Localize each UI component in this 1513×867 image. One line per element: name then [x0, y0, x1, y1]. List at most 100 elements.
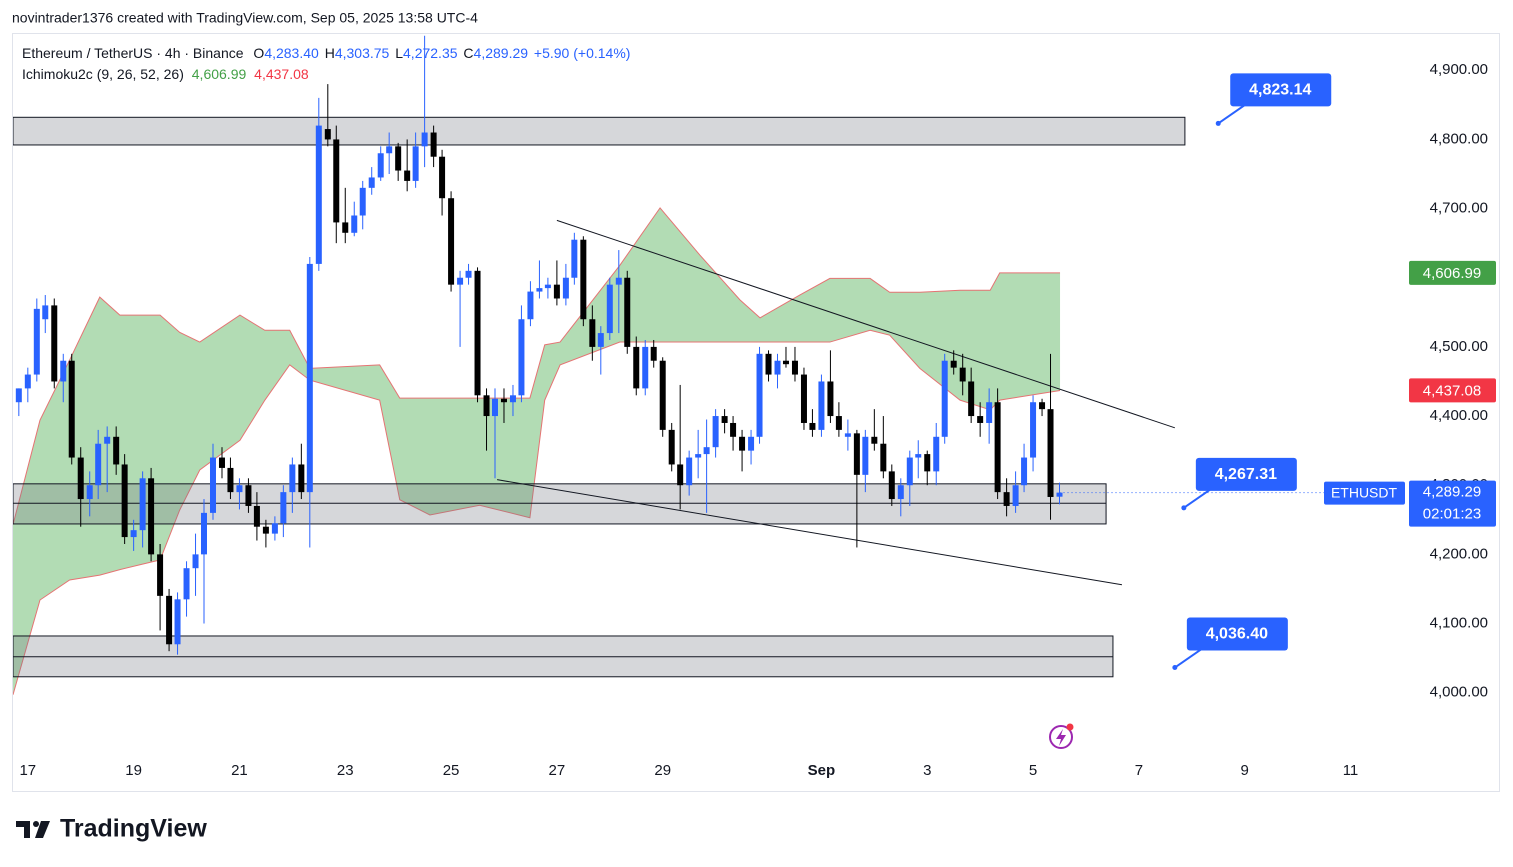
candle-body — [200, 512, 207, 555]
candle-body — [589, 319, 596, 347]
candle-body — [721, 416, 728, 423]
candle-body — [888, 471, 895, 500]
candle-body — [827, 381, 834, 417]
trendline — [556, 219, 1176, 429]
candle-body — [60, 360, 67, 382]
candle-body — [86, 485, 93, 500]
candle-body — [624, 277, 631, 347]
callout-label: 4,823.14 — [1249, 82, 1311, 99]
flash-icon[interactable] — [1049, 723, 1074, 749]
price-tag-label: 4,289.29 — [1423, 484, 1481, 501]
candle-body — [933, 436, 940, 472]
callout-label: 4,267.31 — [1215, 466, 1277, 483]
candle-body — [712, 416, 719, 448]
candle-body — [756, 353, 763, 437]
candle-body — [844, 433, 851, 437]
icon-dot — [1066, 723, 1074, 731]
callout-box — [1195, 457, 1297, 491]
candle-body — [174, 599, 181, 645]
candle-body — [1012, 485, 1019, 506]
candle-body — [994, 402, 1001, 493]
plot-area — [13, 35, 1405, 695]
candle-body — [113, 436, 120, 465]
candle-body — [544, 284, 551, 289]
candle-body — [104, 436, 111, 444]
candle-body — [77, 457, 84, 500]
candle-body — [68, 360, 75, 458]
candle-body — [395, 146, 402, 171]
candle-body — [642, 346, 649, 389]
y-tick-label: 4,100.00 — [1430, 614, 1488, 631]
candle-body — [853, 433, 860, 475]
x-tick-label: 21 — [231, 762, 248, 779]
callout-box — [1230, 73, 1332, 107]
icon-bolt — [1056, 729, 1066, 746]
x-tick-label: 29 — [654, 762, 671, 779]
indicator-value: 4,606.99 — [192, 66, 247, 82]
price-tag — [1409, 480, 1496, 527]
header: novintrader1376 created with TradingView… — [12, 10, 478, 26]
x-tick-label: 9 — [1241, 762, 1249, 779]
x-tick-label: 19 — [125, 762, 142, 779]
callout-pointer — [1217, 104, 1245, 125]
candle-body — [24, 374, 31, 389]
candle-body — [1056, 492, 1063, 497]
ohlc-key: O — [253, 45, 264, 61]
candle-body — [342, 222, 349, 233]
candle-body — [659, 360, 666, 430]
ohlc-value: 4,283.40 — [264, 45, 319, 61]
candle-body — [986, 402, 993, 423]
y-tick-label: 4,800.00 — [1430, 130, 1488, 147]
candle-body — [465, 270, 472, 278]
candle-body — [457, 277, 464, 285]
candle-body — [51, 305, 58, 382]
candle-body — [430, 132, 437, 157]
candle-body — [968, 381, 975, 417]
x-tick-label: Sep — [808, 762, 836, 779]
y-tick-label: 4,500.00 — [1430, 338, 1488, 355]
ohlc-value: 4,272.35 — [403, 45, 458, 61]
candle-body — [924, 454, 931, 472]
candle-body — [500, 398, 507, 403]
callout-point — [1172, 665, 1178, 671]
candle-body — [404, 170, 411, 181]
candle-body — [748, 436, 755, 451]
candle-body — [677, 464, 684, 486]
candle-body — [386, 146, 393, 154]
candle-body — [615, 277, 622, 285]
overlay: 4,000.004,100.004,200.004,300.004,400.00… — [19, 61, 1496, 779]
x-tick-label: 11 — [1343, 762, 1359, 779]
symbol-tag — [1324, 481, 1405, 505]
candle-body — [148, 478, 155, 555]
candle-body — [633, 346, 640, 389]
symbol-legend: Ethereum / TetherUS · 4h · Binance O4,28… — [22, 45, 630, 61]
x-tick-label: 5 — [1029, 762, 1037, 779]
candle-body — [774, 360, 781, 375]
candle-body — [527, 291, 534, 320]
symbol-label: ETHUSDT — [1331, 484, 1398, 500]
candle-body — [791, 360, 798, 375]
callout-point — [1181, 505, 1187, 511]
candle-body — [730, 422, 737, 437]
candle-body — [483, 395, 490, 417]
ohlc-value: 4,303.75 — [335, 45, 390, 61]
candle-body — [166, 595, 173, 645]
candle-body — [650, 346, 657, 361]
candle-body — [977, 416, 984, 423]
candle-body — [703, 447, 710, 455]
candle-body — [157, 554, 164, 596]
logo-shape — [33, 821, 39, 827]
candle-body — [1047, 409, 1054, 497]
callout-pointer — [1183, 488, 1211, 509]
indicator-legend: Ichimoku2c (9, 26, 52, 26) 4,606.99 4,43… — [22, 66, 309, 82]
callout-point — [1215, 120, 1221, 126]
change: +5.90 (+0.14%) — [534, 45, 631, 61]
candle-body — [818, 381, 825, 430]
candle-body — [289, 464, 296, 493]
x-tick-label: 17 — [19, 762, 36, 779]
candle-body — [1030, 402, 1037, 458]
logo-shape — [35, 821, 50, 838]
candle-body — [782, 360, 789, 365]
